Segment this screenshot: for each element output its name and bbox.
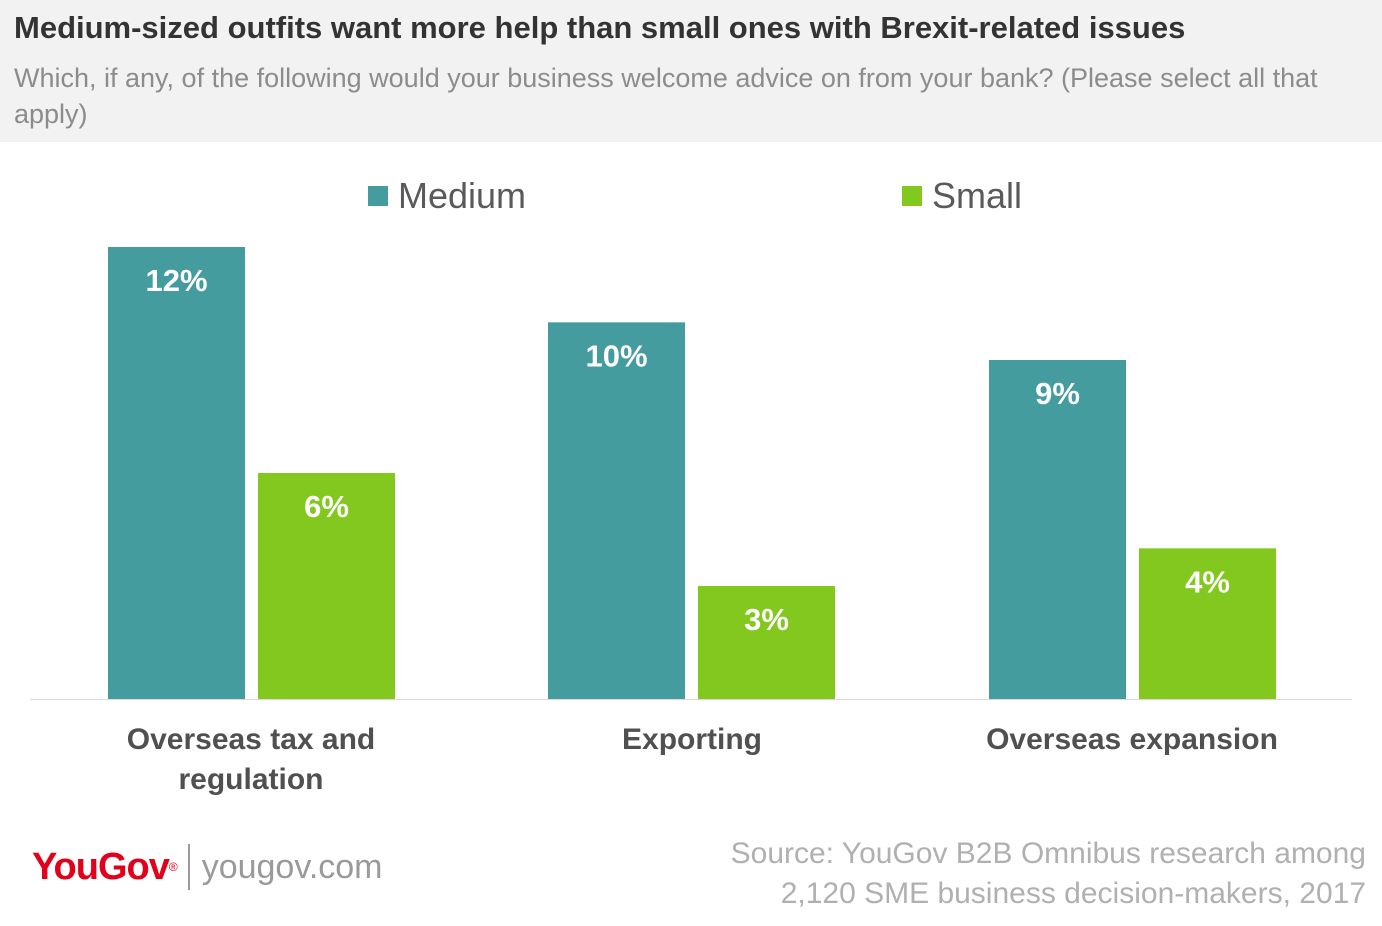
legend-swatch-medium [368, 186, 388, 206]
bar-small-exporting [698, 586, 835, 699]
data-label-medium-overseas-expansion: 9% [1035, 376, 1080, 411]
chart-subtitle: Which, if any, of the following would yo… [14, 63, 1318, 129]
data-label-small-exporting: 3% [744, 602, 789, 637]
logo-registered-mark: ® [168, 860, 178, 874]
logo-divider [187, 844, 190, 890]
data-label-medium-exporting: 10% [585, 338, 647, 373]
bar-small-overseas-tax [258, 473, 395, 699]
logo-url: yougov.com [201, 847, 383, 886]
legend-label-small: Small [932, 175, 1023, 216]
bar-medium-exporting [548, 322, 685, 699]
data-label-medium-overseas-tax: 12% [145, 263, 207, 298]
category-label-overseas-tax: Overseas tax and regulation [126, 723, 376, 796]
source-note: Source: YouGov B2B Omnibus research amon… [606, 834, 1366, 914]
logo-brand: YouGov [32, 845, 170, 888]
source-line-2: 2,120 SME business decision-makers, 2017 [780, 877, 1366, 910]
data-label-small-overseas-expansion: 4% [1185, 564, 1230, 599]
yougov-logo: YouGov ® yougov.com [32, 844, 383, 890]
chart-header: Medium-sized outfits want more help than… [0, 0, 1382, 142]
legend-item-medium: Medium [368, 175, 527, 216]
category-label-exporting: Exporting [622, 723, 762, 756]
category-label-overseas-expansion: Overseas expansion [986, 723, 1278, 756]
legend-label-medium: Medium [398, 175, 527, 216]
bar-medium-overseas-expansion [989, 360, 1126, 699]
legend-item-small: Small [902, 175, 1023, 216]
bar-small-overseas-expansion [1139, 548, 1276, 699]
chart-title: Medium-sized outfits want more help than… [14, 10, 1186, 45]
bar-medium-overseas-tax [108, 247, 245, 699]
legend-swatch-small [902, 186, 922, 206]
source-line-1: Source: YouGov B2B Omnibus research amon… [730, 837, 1366, 870]
data-label-small-overseas-tax: 6% [304, 489, 349, 524]
